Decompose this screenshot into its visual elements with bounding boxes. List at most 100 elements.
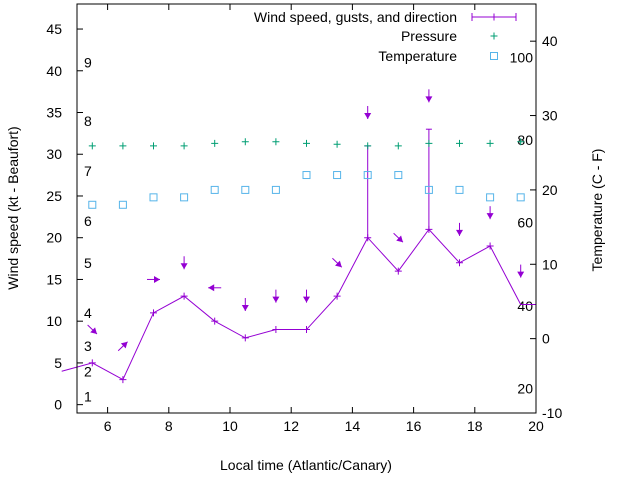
arrow-head [120, 341, 128, 349]
wind-speed-point [241, 334, 249, 342]
beaufort-label: 1 [84, 388, 92, 404]
wind-direction-arrow [147, 275, 160, 283]
temperature-point [363, 171, 372, 180]
pressure-point [333, 140, 341, 148]
beaufort-label: 4 [84, 305, 92, 321]
beaufort-label: 2 [84, 363, 92, 379]
x-tick-label: 10 [222, 418, 238, 434]
wind-direction-arrow [332, 257, 343, 268]
beaufort-label: 9 [84, 54, 92, 70]
fahrenheit-label: 100 [510, 50, 534, 66]
pressure-point [88, 142, 96, 150]
temperature-point [241, 185, 250, 194]
fahrenheit-label: 60 [517, 215, 533, 231]
fahrenheit-label: 20 [517, 380, 533, 396]
plot-frame [76, 3, 537, 414]
temperature-point [394, 171, 403, 180]
temperature-point [516, 193, 525, 202]
wind-direction-arrow [303, 289, 310, 303]
wind-direction-arrow [180, 256, 188, 270]
wind-speed-point [456, 259, 463, 267]
beaufort-label: 6 [84, 213, 92, 229]
temperature-point [271, 185, 280, 194]
y2-tick-label: -10 [542, 405, 562, 421]
x-tick-label: 16 [406, 418, 422, 434]
pressure-point [272, 138, 280, 146]
wind-direction-arrow [486, 206, 494, 220]
wind-speed-point [394, 267, 402, 275]
wind-speed-point [150, 309, 157, 317]
y2-tick-label: 20 [542, 182, 558, 198]
wind-speed-point [88, 359, 96, 367]
pressure-point [425, 139, 433, 147]
arrow-head [456, 229, 463, 236]
y-tick-label: 5 [54, 355, 62, 371]
y-tick-label: 0 [54, 397, 62, 413]
pressure-point [241, 138, 249, 146]
wind-direction-arrow [393, 232, 404, 243]
temperature-point [455, 185, 464, 194]
arrow-head [90, 327, 97, 335]
pressure-point [394, 142, 402, 150]
wind-direction-arrow [208, 284, 222, 292]
fahrenheit-label: 40 [517, 298, 533, 314]
pressure-point [456, 139, 463, 147]
y2-axis-label: Temperature (C - F) [589, 149, 605, 272]
legend-label-wind: Wind speed, gusts, and direction [254, 9, 457, 25]
x-tick-label: 14 [345, 418, 361, 434]
wind-direction-arrow [456, 222, 463, 236]
legend-label-pressure: Pressure [401, 28, 457, 44]
y2-tick-label: 30 [542, 108, 558, 124]
x-tick-label: 12 [283, 418, 299, 434]
y-tick-label: 20 [46, 230, 62, 246]
x-tick-label: 6 [104, 418, 112, 434]
wind-speed-point [303, 326, 310, 334]
wind-direction-arrow [272, 289, 280, 303]
pressure-point [517, 138, 525, 146]
y-tick-label: 35 [46, 105, 62, 121]
legend-sample-temperature [490, 52, 498, 60]
arrow-head [303, 296, 310, 303]
arrow-head [335, 260, 342, 268]
beaufort-label: 8 [84, 113, 92, 129]
arrow-head [425, 96, 433, 103]
pressure-point [486, 139, 494, 147]
arrow-head [180, 263, 188, 270]
series-layer [61, 89, 536, 384]
arrow-head [241, 304, 249, 311]
temperature-point [210, 185, 219, 194]
arrow-head [208, 284, 215, 292]
temperature-point [333, 171, 342, 180]
x-tick-label: 18 [467, 418, 483, 434]
wind-direction-arrow [117, 341, 128, 352]
wind-speed-point [333, 292, 341, 300]
pressure-point [180, 142, 188, 150]
wind-speed-point [119, 376, 127, 384]
wind-direction-arrow [87, 324, 98, 335]
beaufort-label: 5 [84, 255, 92, 271]
arrow-head [364, 113, 372, 120]
pressure-point [303, 139, 310, 147]
wind-speed-point [180, 292, 188, 300]
beaufort-label: 3 [84, 338, 92, 354]
y-tick-label: 45 [46, 21, 62, 37]
temperature-point [486, 193, 495, 202]
pressure-point [150, 142, 157, 150]
pressure-point [364, 142, 372, 150]
temperature-point [149, 193, 158, 202]
y-tick-label: 25 [46, 188, 62, 204]
beaufort-label: 7 [84, 163, 92, 179]
y-tick-label: 10 [46, 313, 62, 329]
legend: Wind speed, gusts, and direction Pressur… [254, 9, 517, 64]
y2-tick-label: 0 [542, 331, 550, 347]
x-tick-label: 8 [165, 418, 173, 434]
y-tick-label: 40 [46, 63, 62, 79]
wind-direction-arrow [241, 297, 249, 311]
temperature-point [118, 200, 127, 209]
x-axis-label: Local time (Atlantic/Canary) [220, 457, 392, 473]
wind-speed-point [272, 326, 280, 334]
temperature-point [88, 200, 97, 209]
arrow-head [486, 213, 494, 220]
